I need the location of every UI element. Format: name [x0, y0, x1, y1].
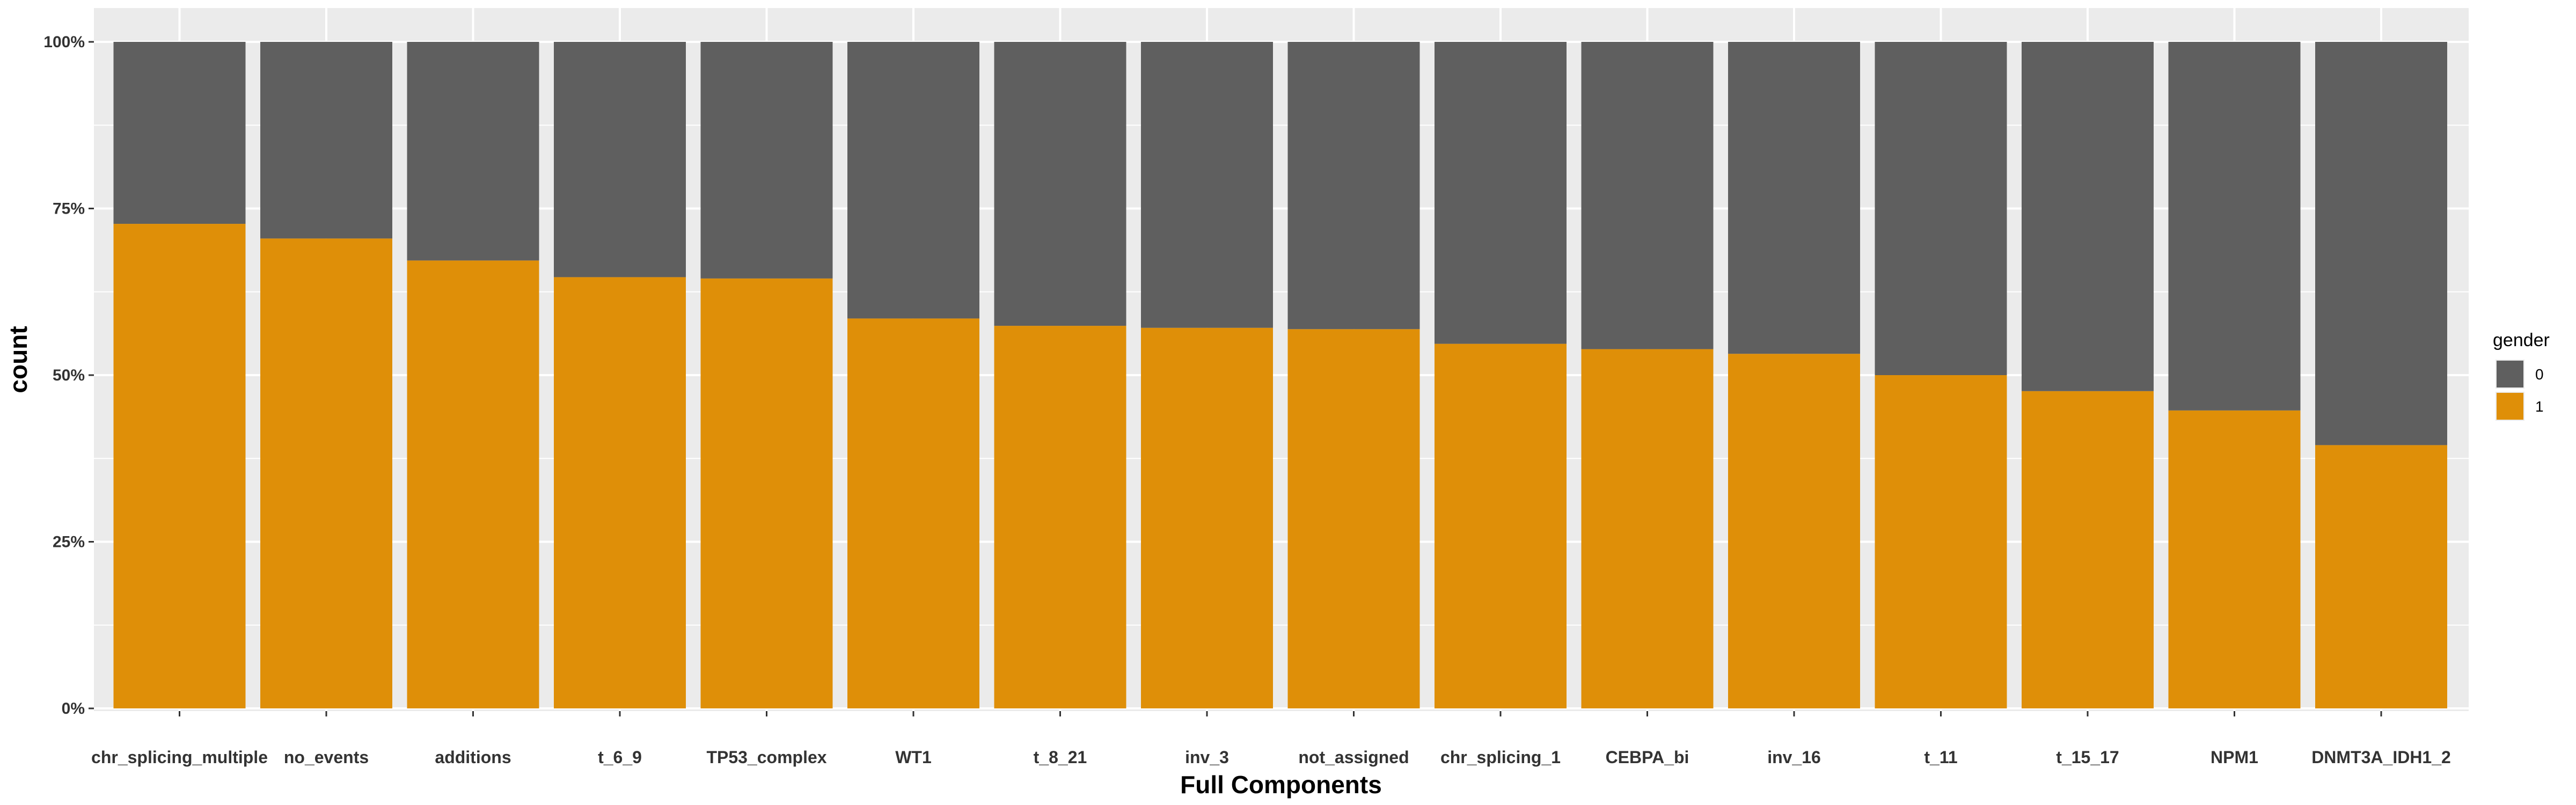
bar-chr_splicing_multiple-gender-0: [113, 42, 246, 224]
legend-label-1: 1: [2535, 398, 2544, 415]
y-tick-label: 75%: [53, 200, 85, 218]
y-tick-label: 0%: [62, 700, 85, 718]
bar-t_15_17-gender-0: [2022, 42, 2154, 391]
x-tick-label: CEBPA_bi: [1606, 748, 1689, 767]
legend: gender 0 1: [2493, 330, 2550, 421]
x-tick-label: inv_3: [1185, 748, 1229, 767]
bar-chr_splicing_1-gender-1: [1435, 343, 1567, 708]
x-axis: chr_splicing_multiple no_events additions t…: [91, 711, 2451, 767]
x-tick-label: additions: [435, 748, 511, 767]
bar-t_11-gender-1: [1875, 375, 2007, 708]
bar-inv_3-gender-1: [1141, 327, 1273, 708]
bar-chr_splicing_multiple-gender-1: [113, 224, 246, 708]
x-tick-label: t_15_17: [2056, 748, 2119, 767]
x-tick-label: DNMT3A_IDH1_2: [2311, 748, 2451, 767]
y-tick-label: 50%: [53, 367, 85, 384]
bar-inv_16-gender-1: [1728, 354, 1860, 708]
bar-TP53_complex-gender-0: [700, 42, 833, 279]
x-tick-label: WT1: [895, 748, 932, 767]
bar-t_6_9-gender-0: [554, 42, 686, 277]
y-axis-title: count: [4, 326, 32, 393]
bar-t_8_21-gender-1: [994, 326, 1126, 708]
bar-WT1-gender-1: [847, 318, 979, 708]
bar-chr_splicing_1-gender-0: [1435, 42, 1567, 344]
x-axis-title: Full Components: [1180, 771, 1382, 799]
legend-swatch-0: [2497, 361, 2523, 387]
bar-NPM1-gender-1: [2168, 410, 2301, 708]
bar-inv_3-gender-0: [1141, 42, 1273, 328]
bar-TP53_complex-gender-1: [700, 278, 833, 708]
bar-additions-gender-1: [407, 260, 539, 709]
legend-title: gender: [2493, 330, 2550, 350]
y-axis: 0% 25% 50% 75% 100%: [43, 33, 94, 718]
bar-DNMT3A_IDH1_2-gender-1: [2315, 445, 2447, 708]
legend-label-0: 0: [2535, 366, 2544, 383]
bar-no_events-gender-0: [260, 42, 392, 239]
bars-group: [113, 42, 2447, 709]
bar-CEBPA_bi-gender-0: [1581, 42, 1714, 349]
bar-WT1-gender-0: [847, 42, 979, 319]
bar-no_events-gender-1: [260, 238, 392, 708]
x-tick-label: NPM1: [2211, 748, 2258, 767]
bar-inv_16-gender-0: [1728, 42, 1860, 354]
legend-swatch-1: [2497, 393, 2523, 420]
bar-CEBPA_bi-gender-1: [1581, 349, 1714, 708]
x-tick-label: chr_splicing_multiple: [91, 748, 268, 767]
x-tick-label: inv_16: [1767, 748, 1821, 767]
x-tick-label: chr_splicing_1: [1440, 748, 1561, 767]
bar-t_8_21-gender-0: [994, 42, 1126, 326]
x-tick-label: t_6_9: [598, 748, 642, 767]
x-tick-label: no_events: [284, 748, 369, 767]
x-tick-label: t_11: [1924, 748, 1957, 767]
x-tick-label: TP53_complex: [706, 748, 826, 767]
bar-t_15_17-gender-1: [2022, 391, 2154, 708]
bar-DNMT3A_IDH1_2-gender-0: [2315, 42, 2447, 445]
x-tick-label: not_assigned: [1298, 748, 1409, 767]
bar-not_assigned-gender-1: [1287, 329, 1420, 708]
bar-t_11-gender-0: [1875, 42, 2007, 375]
bar-additions-gender-0: [407, 42, 539, 261]
bar-t_6_9-gender-1: [554, 277, 686, 708]
y-tick-label: 100%: [43, 33, 85, 51]
bar-not_assigned-gender-0: [1287, 42, 1420, 330]
y-tick-label: 25%: [53, 533, 85, 551]
x-tick-label: t_8_21: [1034, 748, 1087, 767]
bar-NPM1-gender-0: [2168, 42, 2301, 411]
